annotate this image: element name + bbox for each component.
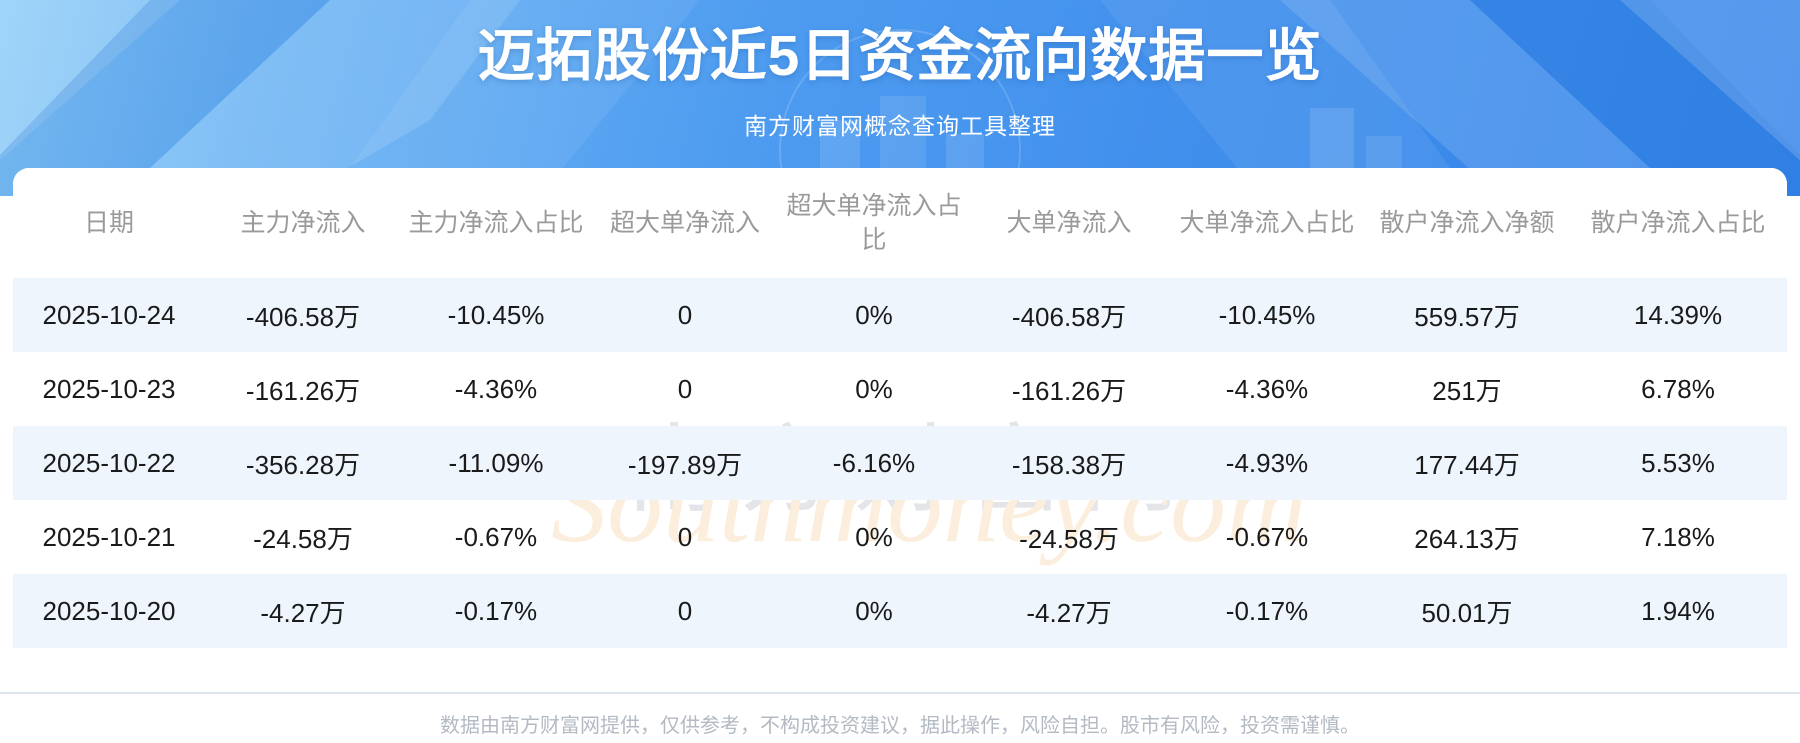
col-header-main-net: 主力净流入 <box>205 168 401 278</box>
cell-xl-pct: -6.16% <box>832 447 916 478</box>
col-header-lg-pct: 大单净流入占比 <box>1169 168 1365 278</box>
cell-retail-net: 50.01万 <box>1421 597 1513 628</box>
cell-retail-pct: 7.18% <box>1641 521 1715 552</box>
header-banner: 迈拓股份近5日资金流向数据一览 南方财富网概念查询工具整理 <box>0 0 1800 196</box>
cell-lg-net: -161.26万 <box>1011 375 1127 406</box>
col-header-retail-pct: 散户净流入占比 <box>1569 168 1787 278</box>
fund-flow-table: 日期 主力净流入 主力净流入占比 超大单净流入 超大单净流入占比 大单净流入 大… <box>13 168 1787 648</box>
table-row: 2025-10-24 -406.58万 -10.45% 0 0% -406.58… <box>13 278 1787 352</box>
cell-lg-net: -406.58万 <box>1011 301 1127 332</box>
cell-main-net: -4.27万 <box>260 597 346 628</box>
cell-xl-net: 0 <box>677 595 693 626</box>
cell-main-net: -24.58万 <box>253 523 353 554</box>
table-row: 2025-10-23 -161.26万 -4.36% 0 0% -161.26万… <box>13 352 1787 426</box>
table-row: 2025-10-21 -24.58万 -0.67% 0 0% -24.58万 -… <box>13 500 1787 574</box>
col-header-xl-net: 超大单净流入 <box>591 168 779 278</box>
cell-main-pct: -11.09% <box>448 447 544 478</box>
cell-main-pct: -10.45% <box>447 299 545 330</box>
cell-retail-net: 251万 <box>1432 375 1502 406</box>
cell-xl-net: 0 <box>677 373 693 404</box>
cell-lg-net: -24.58万 <box>1019 523 1119 554</box>
cell-main-net: -161.26万 <box>245 375 361 406</box>
cell-xl-pct: 0% <box>855 373 893 404</box>
col-header-main-pct: 主力净流入占比 <box>401 168 591 278</box>
cell-xl-pct: 0% <box>855 595 893 626</box>
cell-lg-net: -158.38万 <box>1011 449 1127 480</box>
cell-lg-pct: -0.17% <box>1225 595 1309 626</box>
cell-date: 2025-10-23 <box>42 373 176 404</box>
cell-main-pct: -4.36% <box>454 373 538 404</box>
col-header-date: 日期 <box>13 168 205 278</box>
cell-retail-net: 177.44万 <box>1414 449 1520 480</box>
table-body: 2025-10-24 -406.58万 -10.45% 0 0% -406.58… <box>13 278 1787 648</box>
cell-lg-pct: -10.45% <box>1218 299 1316 330</box>
cell-retail-pct: 1.94% <box>1641 595 1715 626</box>
cell-lg-net: -4.27万 <box>1026 597 1112 628</box>
cell-main-pct: -0.67% <box>454 521 538 552</box>
cell-retail-pct: 14.39% <box>1633 299 1723 330</box>
cell-lg-pct: -0.67% <box>1225 521 1309 552</box>
cell-xl-net: 0 <box>677 521 693 552</box>
cell-xl-pct: 0% <box>855 521 893 552</box>
data-card: 南方财富网 Southmoney.com 日期 主力净流入 主力净流入占比 超 <box>13 168 1787 688</box>
cell-lg-pct: -4.36% <box>1225 373 1309 404</box>
footer-disclaimer: 数据由南方财富网提供，仅供参考，不构成投资建议，据此操作，风险自担。股市有风险，… <box>440 715 1360 737</box>
table-row: 2025-10-22 -356.28万 -11.09% -197.89万 -6.… <box>13 426 1787 500</box>
cell-retail-net: 559.57万 <box>1414 301 1520 332</box>
cell-retail-pct: 5.53% <box>1641 447 1715 478</box>
cell-lg-pct: -4.93% <box>1225 447 1309 478</box>
table-row: 2025-10-20 -4.27万 -0.17% 0 0% -4.27万 -0.… <box>13 574 1787 648</box>
footer-divider <box>0 692 1800 694</box>
cell-main-pct: -0.17% <box>454 595 538 626</box>
col-header-retail-net: 散户净流入净额 <box>1365 168 1569 278</box>
col-header-lg-net: 大单净流入 <box>969 168 1169 278</box>
page-title: 迈拓股份近5日资金流向数据一览 <box>477 24 1323 88</box>
cell-retail-net: 264.13万 <box>1414 523 1520 554</box>
cell-main-net: -356.28万 <box>245 449 361 480</box>
col-header-xl-pct: 超大单净流入占比 <box>779 168 969 278</box>
cell-xl-net: -197.89万 <box>627 449 743 480</box>
cell-date: 2025-10-24 <box>42 299 176 330</box>
header-row: 日期 主力净流入 主力净流入占比 超大单净流入 超大单净流入占比 大单净流入 大… <box>13 168 1787 278</box>
cell-retail-pct: 6.78% <box>1641 373 1715 404</box>
page-subtitle: 南方财富网概念查询工具整理 <box>744 113 1056 139</box>
cell-date: 2025-10-22 <box>42 447 176 478</box>
cell-date: 2025-10-20 <box>42 595 176 626</box>
cell-date: 2025-10-21 <box>42 521 176 552</box>
cell-xl-pct: 0% <box>855 299 893 330</box>
table-head: 日期 主力净流入 主力净流入占比 超大单净流入 超大单净流入占比 大单净流入 大… <box>13 168 1787 278</box>
cell-main-net: -406.58万 <box>245 301 361 332</box>
cell-xl-net: 0 <box>677 299 693 330</box>
